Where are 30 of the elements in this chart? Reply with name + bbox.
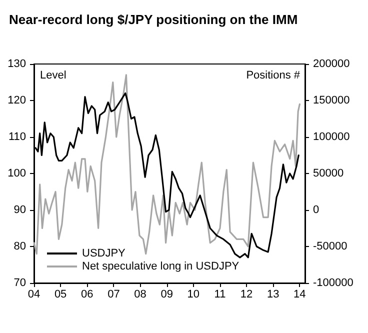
x-tick-label: 10 [187, 288, 200, 300]
y-tick-label: 90 [14, 204, 26, 216]
y-tick-label: 130 [8, 58, 26, 70]
y2-tick-label: -50000 [313, 240, 348, 252]
y-tick-label: 80 [14, 240, 26, 252]
x-tick-label: 11 [214, 288, 226, 300]
x-tick-label: 04 [28, 288, 40, 300]
y2-tick-label: 200000 [313, 58, 350, 70]
y-tick-label: 120 [8, 94, 26, 106]
y2-tick-label: 0 [313, 204, 320, 216]
x-tick-label: 05 [54, 288, 67, 300]
y-tick-label: 70 [14, 277, 26, 289]
x-tick-label: 07 [108, 288, 120, 300]
y-tick-label: 110 [8, 131, 26, 143]
x-tick-label: 06 [81, 288, 94, 300]
y-axis-title: Level [40, 70, 66, 82]
legend-label: USDJPY [82, 248, 126, 260]
chart-title: Near-record long $/JPY positioning on the IMM [9, 12, 298, 27]
y-tick-label: 100 [8, 168, 26, 180]
x-tick-label: 12 [240, 288, 253, 300]
y2-axis-title: Positions # [246, 70, 301, 82]
y2-tick-label: 150000 [313, 94, 350, 106]
y2-tick-label: 100000 [313, 131, 350, 143]
x-tick-label: 09 [160, 288, 173, 300]
legend-label: Net speculative long in USDJPY [82, 260, 240, 272]
y2-tick-label: -100000 [313, 277, 354, 289]
y2-tick-label: 50000 [313, 168, 344, 180]
x-tick-label: 08 [134, 288, 146, 300]
x-tick-label: 14 [294, 288, 306, 300]
x-tick-label: 13 [266, 288, 280, 300]
